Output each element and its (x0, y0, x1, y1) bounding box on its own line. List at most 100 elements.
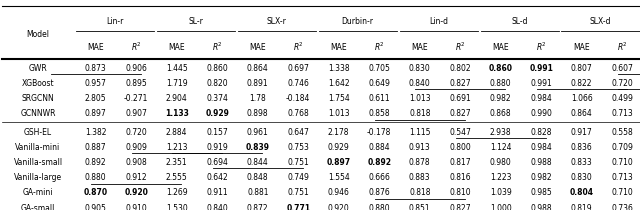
Text: 2.351: 2.351 (166, 158, 188, 167)
Text: 0.830: 0.830 (571, 173, 593, 182)
Text: 0.820: 0.820 (207, 79, 228, 88)
Text: 0.771: 0.771 (286, 204, 310, 210)
Text: MAE: MAE (330, 43, 347, 52)
Text: 1.213: 1.213 (166, 143, 188, 152)
Text: 0.919: 0.919 (206, 143, 228, 152)
Text: 0.709: 0.709 (611, 143, 633, 152)
Text: 0.807: 0.807 (571, 64, 593, 73)
Text: SL-r: SL-r (188, 17, 203, 26)
Text: 0.895: 0.895 (125, 79, 147, 88)
Text: 0.860: 0.860 (206, 64, 228, 73)
Text: 0.881: 0.881 (247, 189, 269, 197)
Text: $R^2$: $R^2$ (293, 41, 304, 54)
Text: 2.178: 2.178 (328, 128, 349, 137)
Text: 1.78: 1.78 (250, 94, 266, 103)
Text: 0.991: 0.991 (529, 64, 553, 73)
Text: 2.805: 2.805 (85, 94, 107, 103)
Text: Lin-d: Lin-d (429, 17, 448, 26)
Text: 0.911: 0.911 (207, 189, 228, 197)
Text: 0.720: 0.720 (611, 79, 633, 88)
Text: -0.178: -0.178 (367, 128, 392, 137)
Text: 0.910: 0.910 (125, 204, 147, 210)
Text: 0.860: 0.860 (489, 64, 513, 73)
Text: 0.982: 0.982 (531, 173, 552, 182)
Text: 0.828: 0.828 (531, 128, 552, 137)
Text: 0.751: 0.751 (287, 158, 309, 167)
Text: 0.157: 0.157 (206, 128, 228, 137)
Text: 0.909: 0.909 (125, 143, 147, 152)
Text: 0.898: 0.898 (247, 109, 269, 118)
Text: 2.884: 2.884 (166, 128, 188, 137)
Text: 0.802: 0.802 (449, 64, 471, 73)
Text: Vanilla-small: Vanilla-small (13, 158, 63, 167)
Text: 0.836: 0.836 (571, 143, 593, 152)
Text: GSH-EL: GSH-EL (24, 128, 52, 137)
Text: 0.827: 0.827 (449, 204, 471, 210)
Text: 0.864: 0.864 (571, 109, 593, 118)
Text: 0.611: 0.611 (369, 94, 390, 103)
Text: 0.884: 0.884 (369, 143, 390, 152)
Text: 0.920: 0.920 (124, 189, 148, 197)
Text: 0.906: 0.906 (125, 64, 147, 73)
Text: 0.887: 0.887 (85, 143, 107, 152)
Text: 0.851: 0.851 (409, 204, 431, 210)
Text: GA-mini: GA-mini (23, 189, 53, 197)
Text: 0.880: 0.880 (85, 173, 107, 182)
Text: 0.868: 0.868 (490, 109, 511, 118)
Text: Lin-r: Lin-r (106, 17, 123, 26)
Text: 0.827: 0.827 (449, 79, 471, 88)
Text: 0.691: 0.691 (449, 94, 471, 103)
Text: 0.883: 0.883 (409, 173, 431, 182)
Text: GCNNWR: GCNNWR (20, 109, 56, 118)
Text: 0.920: 0.920 (328, 204, 349, 210)
Text: $R^2$: $R^2$ (212, 41, 223, 54)
Text: 0.984: 0.984 (531, 94, 552, 103)
Text: MAE: MAE (250, 43, 266, 52)
Text: SLX-r: SLX-r (267, 17, 287, 26)
Text: 1.719: 1.719 (166, 79, 188, 88)
Text: 0.705: 0.705 (368, 64, 390, 73)
Text: 1.000: 1.000 (490, 204, 511, 210)
Text: Durbin-r: Durbin-r (342, 17, 374, 26)
Text: 0.736: 0.736 (611, 204, 633, 210)
Text: 0.917: 0.917 (571, 128, 593, 137)
Text: 0.880: 0.880 (490, 79, 511, 88)
Text: -0.184: -0.184 (286, 94, 310, 103)
Text: 0.872: 0.872 (247, 204, 269, 210)
Text: 2.555: 2.555 (166, 173, 188, 182)
Text: 0.946: 0.946 (328, 189, 349, 197)
Text: 1.338: 1.338 (328, 64, 349, 73)
Text: 0.961: 0.961 (247, 128, 269, 137)
Text: 0.713: 0.713 (611, 109, 633, 118)
Text: 0.817: 0.817 (449, 158, 471, 167)
Text: GA-small: GA-small (21, 204, 55, 210)
Text: 0.897: 0.897 (85, 109, 107, 118)
Text: 1.133: 1.133 (165, 109, 189, 118)
Text: $R^2$: $R^2$ (131, 41, 141, 54)
Text: MAE: MAE (412, 43, 428, 52)
Text: 1.382: 1.382 (85, 128, 106, 137)
Text: 0.980: 0.980 (490, 158, 511, 167)
Text: $R^2$: $R^2$ (455, 41, 466, 54)
Text: 0.649: 0.649 (368, 79, 390, 88)
Text: MAE: MAE (492, 43, 509, 52)
Text: GWR: GWR (29, 64, 47, 73)
Text: Vanilla-mini: Vanilla-mini (15, 143, 61, 152)
Text: 0.804: 0.804 (570, 189, 594, 197)
Text: 0.985: 0.985 (531, 189, 552, 197)
Text: 0.819: 0.819 (571, 204, 593, 210)
Text: 0.873: 0.873 (85, 64, 107, 73)
Text: SLX-d: SLX-d (589, 17, 611, 26)
Text: 1.223: 1.223 (490, 173, 511, 182)
Text: 0.929: 0.929 (205, 109, 229, 118)
Text: 0.984: 0.984 (531, 143, 552, 152)
Text: 0.912: 0.912 (125, 173, 147, 182)
Text: 0.908: 0.908 (125, 158, 147, 167)
Text: $R^2$: $R^2$ (536, 41, 547, 54)
Text: 0.990: 0.990 (531, 109, 552, 118)
Text: 0.751: 0.751 (287, 189, 309, 197)
Text: 2.904: 2.904 (166, 94, 188, 103)
Text: 0.957: 0.957 (85, 79, 107, 88)
Text: 0.713: 0.713 (611, 173, 633, 182)
Text: 0.840: 0.840 (409, 79, 431, 88)
